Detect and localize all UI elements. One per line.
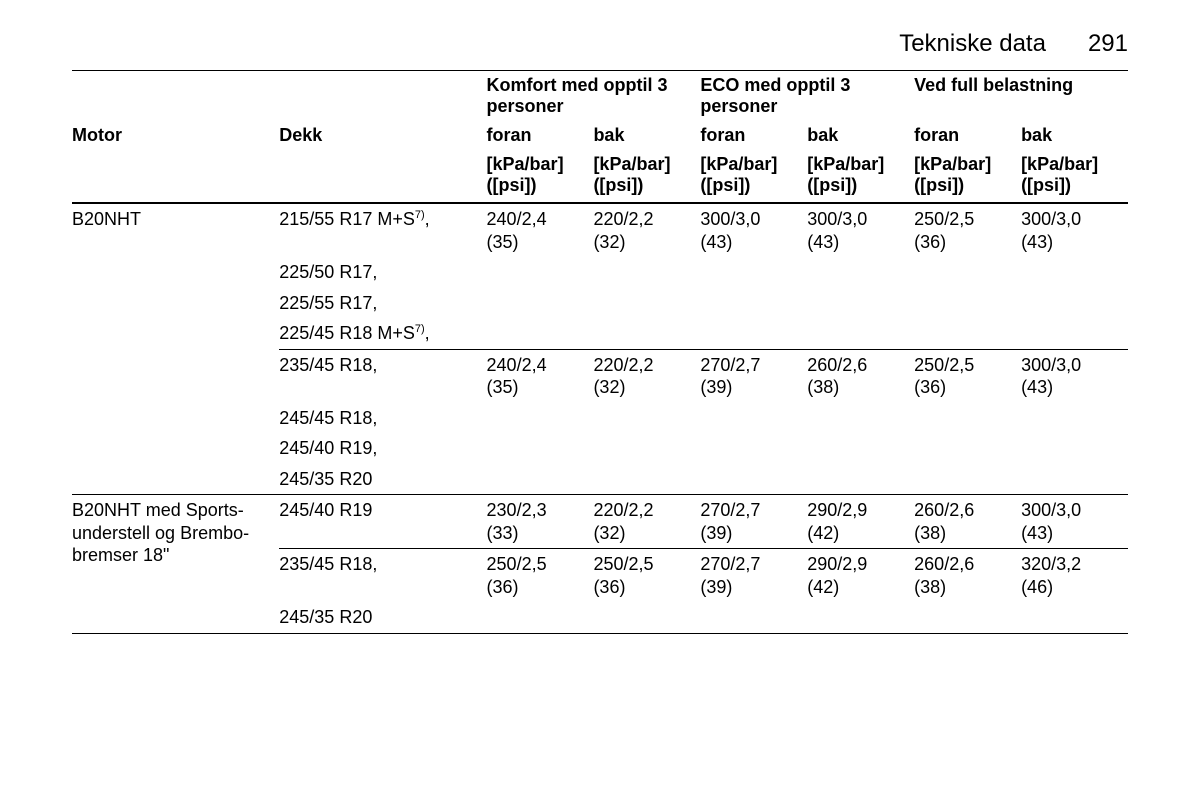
col-group-eco: ECO med opptil 3 personer: [700, 71, 914, 121]
section-title: Tekniske data: [899, 30, 1046, 58]
unit-label: [kPa/bar]([psi]): [593, 150, 700, 203]
unit-label: [kPa/bar]([psi]): [487, 150, 594, 203]
value-cell: [700, 464, 807, 495]
value-cell: [807, 464, 914, 495]
value-cell: [700, 257, 807, 288]
unit-label: [kPa/bar]([psi]): [1021, 150, 1128, 203]
value-cell: [807, 602, 914, 633]
tire-cell: 225/45 R18 M+S7),: [279, 318, 486, 349]
value-cell: [593, 433, 700, 464]
value-cell: 230/2,3(33): [487, 495, 594, 549]
unit-label: [kPa/bar]([psi]): [700, 150, 807, 203]
value-cell: 290/2,9(42): [807, 495, 914, 549]
value-cell: 260/2,6(38): [807, 349, 914, 403]
value-cell: 320/3,2(46): [1021, 549, 1128, 603]
value-cell: [487, 433, 594, 464]
col-group-komfort: Komfort med opptil 3 personer: [487, 71, 701, 121]
value-cell: [1021, 318, 1128, 349]
value-cell: [487, 318, 594, 349]
unit-label: [kPa/bar]([psi]): [914, 150, 1021, 203]
col-komfort-rear: bak: [593, 121, 700, 150]
value-cell: [807, 288, 914, 319]
value-cell: 220/2,2(32): [593, 349, 700, 403]
motor-cell: B20NHT: [72, 203, 279, 495]
value-cell: [487, 403, 594, 434]
tire-cell: 245/40 R19,: [279, 433, 486, 464]
value-cell: 240/2,4(35): [487, 349, 594, 403]
tire-cell: 225/50 R17,: [279, 257, 486, 288]
value-cell: [914, 318, 1021, 349]
motor-cell: B20NHT med Sports-understell og Brembo-b…: [72, 495, 279, 634]
value-cell: [1021, 602, 1128, 633]
unit-label: [kPa/bar]([psi]): [807, 150, 914, 203]
col-komfort-front: foran: [487, 121, 594, 150]
value-cell: 270/2,7(39): [700, 549, 807, 603]
col-group-full: Ved full belastning: [914, 71, 1128, 121]
value-cell: [914, 433, 1021, 464]
col-eco-rear: bak: [807, 121, 914, 150]
value-cell: [593, 257, 700, 288]
value-cell: 290/2,9(42): [807, 549, 914, 603]
tire-cell: 235/45 R18,: [279, 349, 486, 403]
value-cell: [914, 464, 1021, 495]
value-cell: 250/2,5(36): [914, 203, 1021, 257]
value-cell: [807, 318, 914, 349]
value-cell: [593, 464, 700, 495]
value-cell: 300/3,0(43): [1021, 203, 1128, 257]
value-cell: [807, 257, 914, 288]
value-cell: [1021, 257, 1128, 288]
value-cell: [487, 602, 594, 633]
value-cell: [914, 257, 1021, 288]
page-number: 291: [1088, 30, 1128, 58]
value-cell: 260/2,6(38): [914, 549, 1021, 603]
value-cell: [487, 288, 594, 319]
value-cell: 300/3,0(43): [700, 203, 807, 257]
value-cell: [700, 288, 807, 319]
tire-cell: 245/40 R19: [279, 495, 486, 549]
value-cell: 250/2,5(36): [914, 349, 1021, 403]
col-motor: Motor: [72, 121, 279, 150]
value-cell: 250/2,5(36): [593, 549, 700, 603]
value-cell: [593, 403, 700, 434]
value-cell: [593, 602, 700, 633]
value-cell: [1021, 464, 1128, 495]
col-eco-front: foran: [700, 121, 807, 150]
value-cell: [1021, 403, 1128, 434]
value-cell: [700, 318, 807, 349]
tire-pressure-table: Komfort med opptil 3 personer ECO med op…: [72, 71, 1128, 634]
value-cell: [487, 257, 594, 288]
value-cell: [700, 403, 807, 434]
value-cell: 270/2,7(39): [700, 349, 807, 403]
value-cell: [1021, 288, 1128, 319]
value-cell: 300/3,0(43): [1021, 495, 1128, 549]
col-full-front: foran: [914, 121, 1021, 150]
value-cell: [914, 403, 1021, 434]
value-cell: [1021, 433, 1128, 464]
value-cell: 240/2,4(35): [487, 203, 594, 257]
value-cell: [914, 602, 1021, 633]
tire-cell: 245/35 R20: [279, 602, 486, 633]
tire-cell: 245/35 R20: [279, 464, 486, 495]
tire-cell: 225/55 R17,: [279, 288, 486, 319]
value-cell: 300/3,0(43): [807, 203, 914, 257]
col-dekk: Dekk: [279, 121, 486, 150]
value-cell: 220/2,2(32): [593, 203, 700, 257]
col-full-rear: bak: [1021, 121, 1128, 150]
value-cell: 300/3,0(43): [1021, 349, 1128, 403]
value-cell: [807, 433, 914, 464]
value-cell: 270/2,7(39): [700, 495, 807, 549]
tire-cell: 235/45 R18,: [279, 549, 486, 603]
value-cell: [807, 403, 914, 434]
value-cell: 220/2,2(32): [593, 495, 700, 549]
value-cell: [487, 464, 594, 495]
value-cell: [700, 433, 807, 464]
value-cell: [700, 602, 807, 633]
value-cell: [914, 288, 1021, 319]
tire-cell: 245/45 R18,: [279, 403, 486, 434]
value-cell: [593, 288, 700, 319]
value-cell: 260/2,6(38): [914, 495, 1021, 549]
tire-cell: 215/55 R17 M+S7),: [279, 203, 486, 257]
value-cell: [593, 318, 700, 349]
value-cell: 250/2,5(36): [487, 549, 594, 603]
